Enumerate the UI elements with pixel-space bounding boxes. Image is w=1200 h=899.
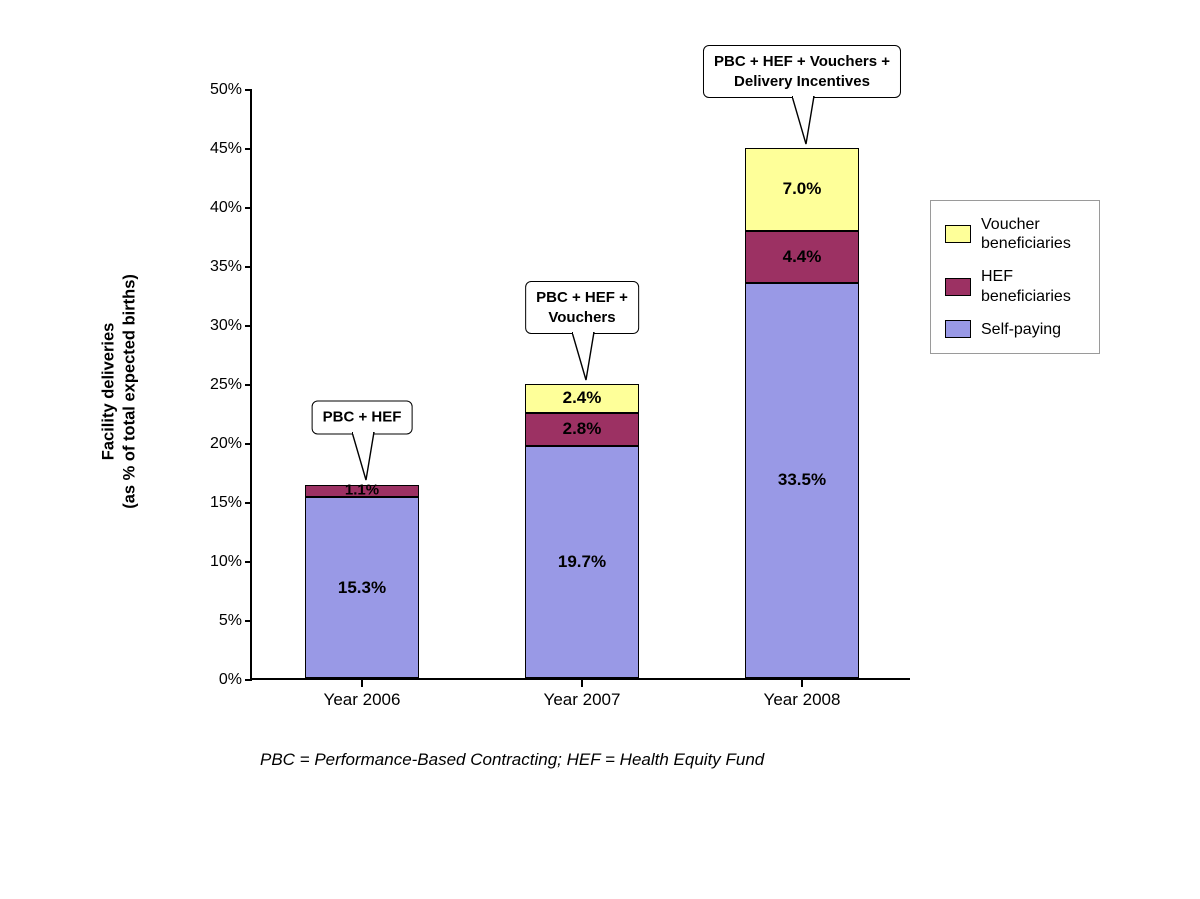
chart-container: Facility deliveries (as % of total expec…	[130, 70, 1130, 830]
bar-segment: 2.8%	[525, 413, 639, 446]
y-axis-label: Facility deliveries (as % of total expec…	[99, 241, 142, 541]
callout-pointer-icon	[572, 332, 602, 388]
plot-area: 0%5%10%15%20%25%30%35%40%45%50%Year 2006…	[250, 90, 910, 680]
bar-segment: 7.0%	[745, 148, 859, 231]
legend-item: Voucherbeneficiaries	[945, 215, 1083, 253]
ytick-label: 5%	[219, 612, 252, 630]
callout-pointer-icon	[792, 96, 822, 152]
legend: Voucherbeneficiaries HEFbeneficiaries Self…	[930, 200, 1100, 354]
callout: PBC + HEF	[312, 401, 413, 435]
segment-value-label: 4.4%	[783, 247, 822, 267]
ytick-label: 25%	[210, 376, 252, 394]
legend-label: Voucherbeneficiaries	[981, 215, 1071, 253]
segment-value-label: 7.0%	[783, 179, 822, 199]
xtick-mark	[361, 680, 363, 687]
segment-value-label: 2.4%	[563, 388, 602, 408]
bar-segment: 33.5%	[745, 283, 859, 678]
legend-label: HEFbeneficiaries	[981, 267, 1071, 305]
ytick-label: 15%	[210, 494, 252, 512]
bar-segment: 19.7%	[525, 446, 639, 678]
legend-swatch	[945, 320, 971, 338]
y-axis-label-line2: (as % of total expected births)	[121, 274, 139, 509]
ytick-label: 30%	[210, 317, 252, 335]
legend-swatch	[945, 278, 971, 296]
callout: PBC + HEF +Vouchers	[525, 281, 639, 334]
legend-item: HEFbeneficiaries	[945, 267, 1083, 305]
xtick-mark	[581, 680, 583, 687]
callout-pointer-icon	[352, 432, 382, 488]
segment-value-label: 19.7%	[558, 552, 606, 572]
y-axis-label-line1: Facility deliveries	[100, 323, 118, 461]
segment-value-label: 33.5%	[778, 470, 826, 490]
segment-value-label: 15.3%	[338, 578, 386, 598]
legend-label: Self-paying	[981, 320, 1061, 339]
legend-swatch	[945, 225, 971, 243]
ytick-label: 50%	[210, 81, 252, 99]
legend-item: Self-paying	[945, 320, 1083, 339]
ytick-label: 35%	[210, 258, 252, 276]
footnote: PBC = Performance-Based Contracting; HEF…	[260, 750, 764, 770]
xtick-mark	[801, 680, 803, 687]
ytick-label: 20%	[210, 435, 252, 453]
bar-segment: 2.4%	[525, 384, 639, 412]
bar-segment: 15.3%	[305, 497, 419, 678]
segment-value-label: 2.8%	[563, 419, 602, 439]
ytick-label: 10%	[210, 553, 252, 571]
bar-segment: 4.4%	[745, 231, 859, 283]
ytick-label: 0%	[219, 671, 252, 689]
callout: PBC + HEF + Vouchers +Delivery Incentive…	[703, 45, 901, 98]
chart-page: Facility deliveries (as % of total expec…	[0, 0, 1200, 899]
ytick-label: 40%	[210, 199, 252, 217]
ytick-label: 45%	[210, 140, 252, 158]
